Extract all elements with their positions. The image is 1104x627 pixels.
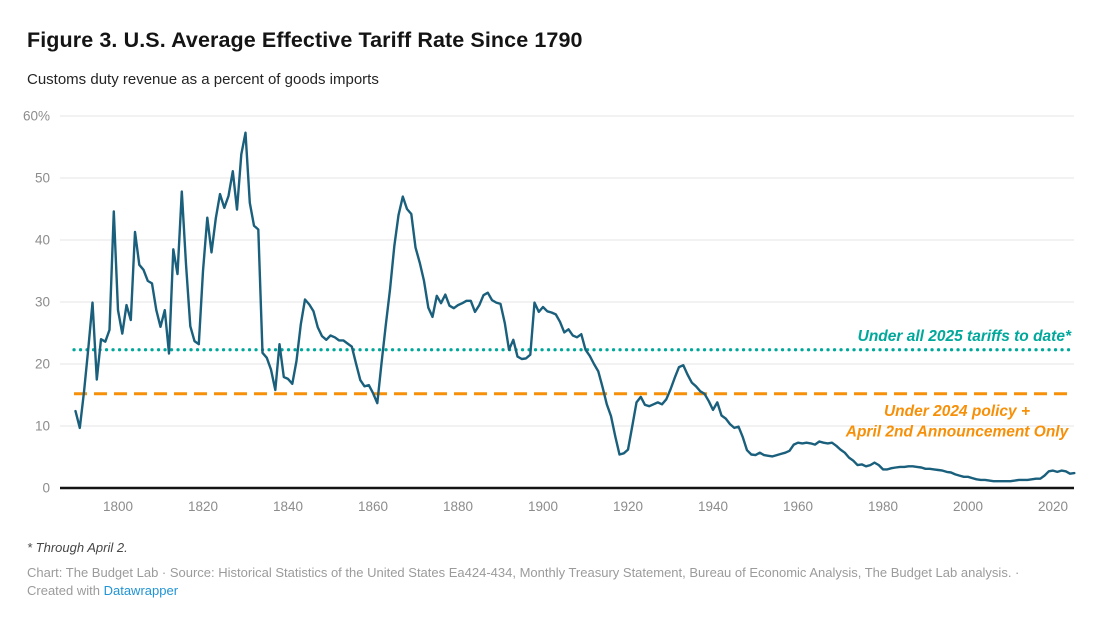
y-tick-label: 30 [35,295,50,310]
x-tick-label: 1960 [783,499,813,514]
y-tick-label: 50 [35,171,50,186]
datawrapper-link[interactable]: Datawrapper [103,582,179,598]
x-tick-label: 2020 [1038,499,1068,514]
chart-subtitle: Customs duty revenue as a percent of goo… [27,71,379,88]
source-text: Chart: The Budget Lab · Source: Historic… [27,565,1020,580]
y-tick-label: 40 [35,233,50,248]
annotation-tariffs-2025: Under all 2025 tariffs to date* [858,328,1072,345]
y-tick-label: 60% [23,109,50,124]
annotation-policy-2024-line2: April 2nd Announcement Only [845,424,1070,441]
source-line: Chart: The Budget Lab · Source: Historic… [27,564,1082,599]
x-tick-label: 1800 [103,499,133,514]
x-tick-label: 2000 [953,499,983,514]
x-tick-label: 1900 [528,499,558,514]
x-tick-label: 1920 [613,499,643,514]
x-tick-label: 1940 [698,499,728,514]
x-tick-label: 1880 [443,499,473,514]
created-with-text: Created with [27,582,104,598]
y-tick-label: 0 [42,481,50,496]
x-tick-label: 1980 [868,499,898,514]
page-title: Figure 3. U.S. Average Effective Tariff … [27,28,583,52]
y-tick-label: 10 [35,419,50,434]
x-tick-label: 1820 [188,499,218,514]
y-tick-label: 20 [35,357,50,372]
x-tick-label: 1840 [273,499,303,514]
x-tick-label: 1860 [358,499,388,514]
footnote: * Through April 2. [27,540,128,555]
annotation-policy-2024-line1: Under 2024 policy + [884,403,1030,420]
data-line [74,131,1076,483]
